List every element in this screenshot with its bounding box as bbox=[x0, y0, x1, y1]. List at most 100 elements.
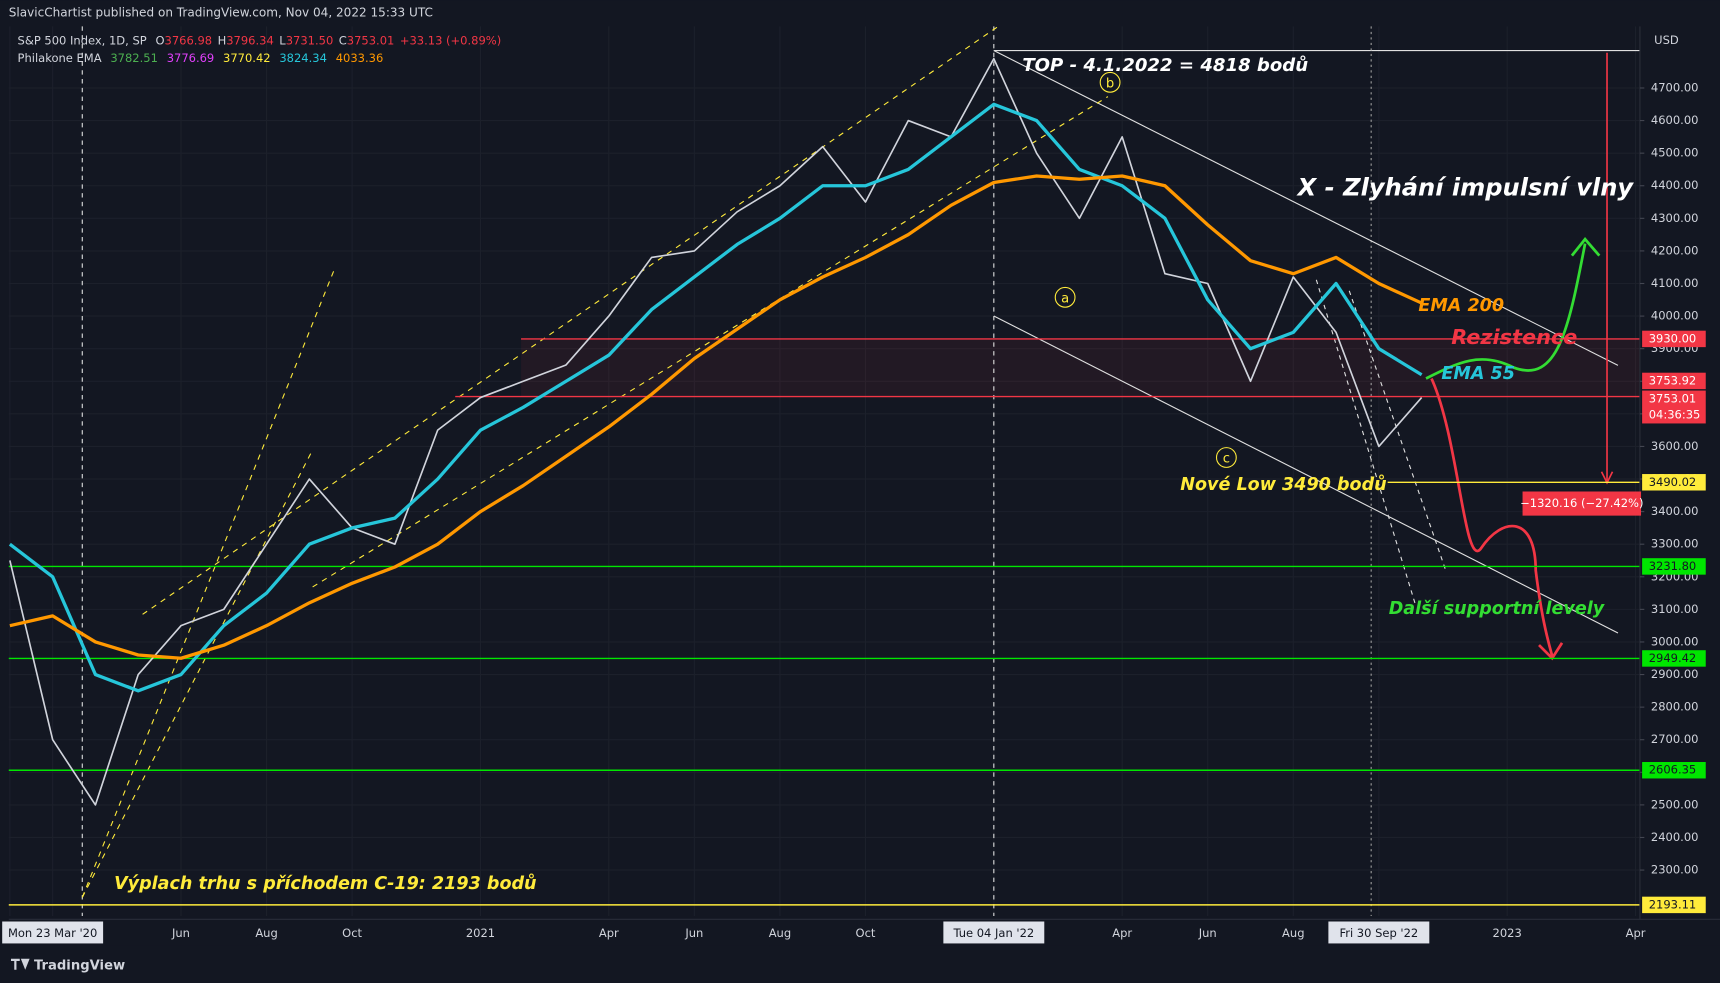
level-label-box bbox=[1642, 390, 1706, 424]
currency: USD bbox=[1654, 33, 1679, 47]
x-label-box bbox=[1328, 921, 1430, 944]
legend-value: 3796.34 bbox=[226, 33, 274, 47]
channel-line bbox=[1315, 279, 1416, 604]
annotation: Rezistence bbox=[1451, 325, 1577, 349]
y-tick-label: 4400.00 bbox=[1651, 178, 1699, 192]
wave-circle bbox=[1099, 71, 1121, 93]
grid bbox=[8, 26, 1640, 917]
x-tick-label: Jun bbox=[684, 926, 703, 940]
y-tick-label: 3600.00 bbox=[1651, 439, 1699, 453]
level-label-box bbox=[1642, 372, 1706, 390]
level-label: 3231.80 bbox=[1649, 559, 1697, 573]
legend-value: 3824.34 bbox=[279, 51, 327, 65]
y-tick-label: 2700.00 bbox=[1651, 732, 1699, 746]
wave-labels: a b c bbox=[1054, 71, 1237, 468]
channel-line bbox=[993, 315, 1619, 634]
level-label-box bbox=[1642, 762, 1706, 779]
annotation-title: X - Zlyhání impulsní vlny bbox=[1296, 174, 1635, 202]
y-tick-label: 2500.00 bbox=[1651, 797, 1699, 811]
legend-value: 3782.51 bbox=[110, 51, 158, 65]
y-tick-label: 3000.00 bbox=[1651, 634, 1699, 648]
level-label-box bbox=[1642, 650, 1706, 667]
level-label: 2949.42 bbox=[1649, 651, 1697, 665]
x-tick-label: Aug bbox=[1282, 926, 1304, 940]
x-tick-label: Aug bbox=[255, 926, 277, 940]
header: SlavicChartist published on TradingView.… bbox=[9, 6, 433, 20]
x-tick-label: 2021 bbox=[466, 926, 495, 940]
legend-change: +33.13 (+0.89%) bbox=[400, 33, 501, 47]
x-tick-label: Fri 30 Sep '22 bbox=[1339, 926, 1418, 940]
series-label: EMA 55 bbox=[1441, 364, 1515, 384]
x-label-box bbox=[2, 921, 104, 944]
y-tick-label: 2900.00 bbox=[1651, 667, 1699, 681]
annotation: TOP - 4.1.2022 = 4818 bodů bbox=[1022, 55, 1308, 76]
legend-value: 3770.42 bbox=[223, 51, 271, 65]
logo bbox=[10, 958, 30, 970]
level-label: 3753.92 bbox=[1649, 373, 1697, 387]
legend-value: 3731.50 bbox=[286, 33, 334, 47]
y-tick-label: 2800.00 bbox=[1651, 700, 1699, 714]
series-label: EMA 200 bbox=[1418, 296, 1504, 316]
y-tick-label: 4200.00 bbox=[1651, 243, 1699, 257]
annotation: Výplach trhu s příchodem C-19: 2193 bodů bbox=[114, 873, 536, 894]
axes: 2300.002400.002500.002600.002700.002800.… bbox=[2, 80, 1706, 944]
legend-indicator: Philakone EMA bbox=[18, 51, 102, 65]
channel-line bbox=[312, 96, 1109, 588]
legend-value: 3766.98 bbox=[165, 33, 213, 47]
legend-key: H bbox=[218, 33, 227, 47]
y-tick-label: 4100.00 bbox=[1651, 276, 1699, 290]
x-tick-label: Aug bbox=[769, 926, 791, 940]
y-tick-label: 2300.00 bbox=[1651, 863, 1699, 877]
legend-value: 4033.36 bbox=[336, 51, 384, 65]
footer-brand: TradingView bbox=[34, 958, 125, 973]
bull-arrow bbox=[1425, 243, 1587, 380]
legend-value: 3753.01 bbox=[347, 33, 395, 47]
level-label: 3930.00 bbox=[1649, 331, 1697, 345]
legend-line: S&P 500 Index, 1D, SP O3766.98 H3796.34 L37… bbox=[18, 33, 502, 47]
level-label: 3753.01 bbox=[1649, 391, 1697, 405]
channel-line bbox=[81, 268, 336, 898]
measure-label: −1320.16 (−27.42%) bbox=[1520, 496, 1643, 510]
y-tick-label: 3300.00 bbox=[1651, 537, 1699, 551]
measure-box bbox=[1522, 491, 1642, 516]
level-label-box bbox=[1642, 474, 1706, 491]
x-tick-label: Apr bbox=[1112, 926, 1132, 940]
y-tick-label: 4500.00 bbox=[1651, 146, 1699, 160]
annotation: Nové Low 3490 bodů bbox=[1180, 474, 1386, 495]
bull-arrow-head bbox=[1570, 237, 1601, 257]
level-label-box bbox=[1642, 330, 1706, 348]
plot bbox=[8, 57, 1640, 906]
bear-arrow bbox=[1430, 377, 1554, 657]
channel-line bbox=[1348, 290, 1447, 571]
legend-key: L bbox=[279, 33, 286, 47]
footer bbox=[0, 945, 1720, 983]
x-tick-label: Apr bbox=[599, 926, 619, 940]
series-line bbox=[8, 102, 1423, 693]
wave-label: b bbox=[1106, 76, 1114, 91]
x-tick-label: Tue 04 Jan '22 bbox=[952, 926, 1034, 940]
x-tick-label: Jun bbox=[1198, 926, 1217, 940]
wave-label: a bbox=[1061, 291, 1069, 306]
series-line bbox=[9, 174, 1423, 660]
y-tick-label: 4600.00 bbox=[1651, 113, 1699, 127]
legend-key: O bbox=[155, 33, 164, 47]
level-sublabel: 04:36:35 bbox=[1649, 408, 1701, 422]
legend-key: C bbox=[339, 33, 347, 47]
y-tick-label: 3100.00 bbox=[1651, 602, 1699, 616]
y-tick-label: 4300.00 bbox=[1651, 211, 1699, 225]
x-tick-label: Oct bbox=[856, 926, 876, 940]
y-tick-label: 3400.00 bbox=[1651, 504, 1699, 518]
channel-line bbox=[142, 25, 999, 615]
annotation: Další supportní levely bbox=[1389, 599, 1606, 619]
x-tick-label: Jun bbox=[171, 926, 190, 940]
legend-symbol: S&P 500 Index, 1D, SP bbox=[18, 33, 147, 47]
y-tick-label: 4700.00 bbox=[1651, 80, 1699, 94]
x-tick-label: Apr bbox=[1626, 926, 1646, 940]
level-label-box bbox=[1642, 896, 1706, 914]
legend-line: Philakone EMA 3782.51 3776.69 3770.42 3824.3… bbox=[18, 51, 384, 65]
y-tick-label: 2400.00 bbox=[1651, 830, 1699, 844]
x-tick-label: 2023 bbox=[1493, 926, 1522, 940]
level-label: 3490.02 bbox=[1649, 475, 1697, 489]
